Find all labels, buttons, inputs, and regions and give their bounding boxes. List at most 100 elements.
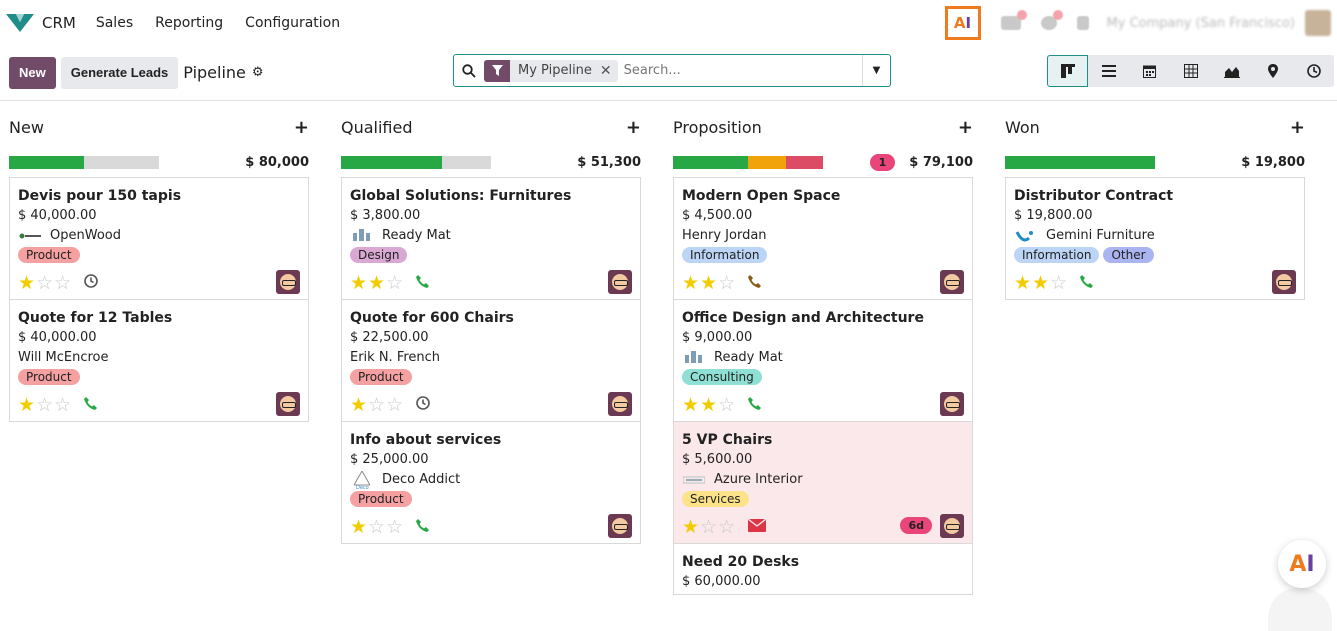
- progress-segment[interactable]: [1005, 155, 1155, 169]
- salesperson-avatar[interactable]: [940, 270, 964, 294]
- company-switcher[interactable]: My Company (San Francisco): [1106, 15, 1295, 31]
- activities-icon[interactable]: [1040, 10, 1063, 30]
- menu-configuration[interactable]: Configuration: [245, 14, 341, 31]
- star-empty-icon[interactable]: ☆: [1050, 272, 1069, 294]
- opportunity-card[interactable]: Quote for 12 Tables $ 40,000.00 Will McE…: [9, 299, 309, 422]
- progress-segment[interactable]: [748, 155, 786, 169]
- activity-view-button[interactable]: [1293, 55, 1334, 87]
- phone-icon[interactable]: [416, 518, 430, 536]
- remove-facet-icon[interactable]: ✕: [599, 62, 612, 79]
- star-empty-icon[interactable]: ☆: [718, 394, 737, 416]
- star-empty-icon[interactable]: ☆: [386, 516, 405, 538]
- star-filled-icon[interactable]: ★: [18, 272, 37, 294]
- phone-icon[interactable]: [84, 396, 98, 414]
- opportunity-card[interactable]: Quote for 600 Chairs $ 22,500.00 Erik N.…: [341, 299, 641, 422]
- opportunity-card[interactable]: Need 20 Desks $ 60,000.00: [673, 543, 973, 595]
- salesperson-avatar[interactable]: [608, 514, 632, 538]
- opportunity-card[interactable]: Devis pour 150 tapis $ 40,000.00 OpenWoo…: [9, 177, 309, 300]
- column-title[interactable]: Won: [1005, 117, 1040, 137]
- progress-bar[interactable]: [1005, 155, 1155, 169]
- app-logo[interactable]: CRM: [6, 13, 76, 32]
- star-filled-icon[interactable]: ★: [682, 394, 701, 416]
- menu-reporting[interactable]: Reporting: [155, 14, 224, 31]
- opportunity-card[interactable]: 5 VP Chairs $ 5,600.00 Azure Interior Se…: [673, 421, 973, 544]
- star-filled-icon[interactable]: ★: [1032, 272, 1051, 294]
- clock-icon[interactable]: [84, 274, 98, 292]
- phone-icon[interactable]: [748, 274, 762, 292]
- salesperson-avatar[interactable]: [608, 270, 632, 294]
- phone-icon[interactable]: [416, 274, 430, 292]
- star-filled-icon[interactable]: ★: [18, 394, 37, 416]
- calendar-view-button[interactable]: [1129, 55, 1170, 87]
- graph-view-button[interactable]: [1211, 55, 1252, 87]
- star-empty-icon[interactable]: ☆: [386, 394, 405, 416]
- tools-icon[interactable]: [1076, 16, 1089, 30]
- page-title: Pipeline ⚙: [183, 63, 263, 82]
- opportunity-card[interactable]: Global Solutions: Furnitures $ 3,800.00 …: [341, 177, 641, 300]
- star-empty-icon[interactable]: ☆: [718, 516, 737, 538]
- column-title[interactable]: New: [9, 117, 44, 137]
- new-button[interactable]: New: [9, 56, 56, 89]
- list-view-button[interactable]: [1088, 55, 1129, 87]
- gear-icon[interactable]: ⚙: [251, 65, 264, 80]
- star-filled-icon[interactable]: ★: [350, 394, 369, 416]
- star-filled-icon[interactable]: ★: [350, 272, 369, 294]
- star-empty-icon[interactable]: ☆: [368, 394, 387, 416]
- quick-create-plus-icon[interactable]: +: [293, 116, 309, 138]
- salesperson-avatar[interactable]: [940, 514, 964, 538]
- star-empty-icon[interactable]: ☆: [36, 394, 55, 416]
- progress-segment[interactable]: [673, 155, 748, 169]
- opportunity-card[interactable]: Distributor Contract $ 19,800.00 Gemini …: [1005, 177, 1305, 300]
- star-empty-icon[interactable]: ☆: [54, 394, 73, 416]
- star-filled-icon[interactable]: ★: [682, 516, 701, 538]
- star-empty-icon[interactable]: ☆: [718, 272, 737, 294]
- phone-icon[interactable]: [748, 396, 762, 414]
- quick-create-plus-icon[interactable]: +: [1289, 116, 1305, 138]
- star-filled-icon[interactable]: ★: [700, 272, 719, 294]
- opportunity-card[interactable]: Modern Open Space $ 4,500.00 Henry Jorda…: [673, 177, 973, 300]
- star-empty-icon[interactable]: ☆: [368, 516, 387, 538]
- salesperson-avatar[interactable]: [608, 392, 632, 416]
- salesperson-avatar[interactable]: [276, 392, 300, 416]
- user-avatar[interactable]: [1305, 10, 1331, 36]
- column-title[interactable]: Proposition: [673, 117, 762, 137]
- quick-create-plus-icon[interactable]: +: [957, 116, 973, 138]
- progress-bar[interactable]: [673, 155, 823, 169]
- star-empty-icon[interactable]: ☆: [386, 272, 405, 294]
- map-view-button[interactable]: [1252, 55, 1293, 87]
- kanban-view-button[interactable]: [1047, 55, 1088, 87]
- progress-segment[interactable]: [9, 155, 84, 169]
- star-empty-icon[interactable]: ☆: [700, 516, 719, 538]
- star-filled-icon[interactable]: ★: [682, 272, 701, 294]
- star-filled-icon[interactable]: ★: [700, 394, 719, 416]
- star-filled-icon[interactable]: ★: [368, 272, 387, 294]
- star-filled-icon[interactable]: ★: [350, 516, 369, 538]
- salesperson-avatar[interactable]: [940, 392, 964, 416]
- progress-bar[interactable]: [9, 155, 159, 169]
- phone-icon[interactable]: [1080, 274, 1094, 292]
- progress-bar[interactable]: [341, 155, 491, 169]
- column-title[interactable]: Qualified: [341, 117, 413, 137]
- star-empty-icon[interactable]: ☆: [36, 272, 55, 294]
- generate-leads-button[interactable]: Generate Leads: [60, 56, 179, 89]
- search-input[interactable]: [617, 56, 862, 85]
- menu-sales[interactable]: Sales: [95, 14, 134, 31]
- messages-icon[interactable]: [1000, 10, 1027, 30]
- envelope-icon[interactable]: [747, 517, 767, 536]
- quick-create-plus-icon[interactable]: +: [625, 116, 641, 138]
- star-empty-icon[interactable]: ☆: [54, 272, 73, 294]
- clock-icon[interactable]: [416, 396, 430, 414]
- progress-segment[interactable]: [341, 155, 442, 169]
- pivot-view-button[interactable]: [1170, 55, 1211, 87]
- opportunity-card[interactable]: Office Design and Architecture $ 9,000.0…: [673, 299, 973, 422]
- overdue-badge[interactable]: 6d: [900, 517, 932, 534]
- search-options-toggle[interactable]: ▼: [862, 55, 890, 86]
- opportunity-card[interactable]: Info about services $ 25,000.00 Deco Deco…: [341, 421, 641, 544]
- salesperson-avatar[interactable]: [1272, 270, 1296, 294]
- progress-segment[interactable]: [785, 155, 823, 169]
- overdue-count-badge[interactable]: 1: [869, 153, 896, 171]
- salesperson-avatar[interactable]: [276, 270, 300, 294]
- star-filled-icon[interactable]: ★: [1014, 272, 1033, 294]
